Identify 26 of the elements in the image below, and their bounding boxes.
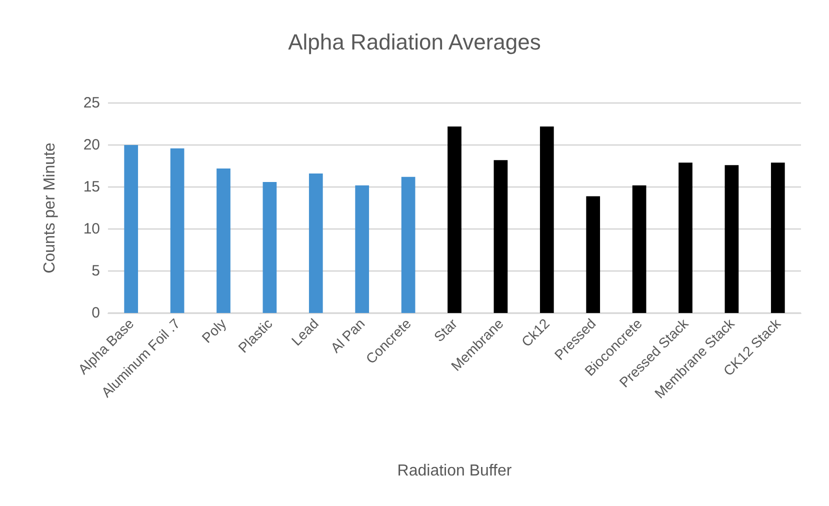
- y-tick-label: 20: [83, 136, 100, 154]
- bar: [216, 168, 230, 313]
- x-tick-label: Al Pan: [327, 315, 368, 356]
- bar: [678, 162, 692, 313]
- bar: [262, 182, 277, 313]
- chart-title: Alpha Radiation Averages: [288, 30, 541, 54]
- x-tick-label: Poly: [198, 315, 230, 346]
- bar: [724, 165, 739, 313]
- bar: [540, 126, 554, 313]
- bar: [308, 174, 323, 313]
- y-tick-label: 0: [92, 304, 100, 322]
- bar: [770, 162, 785, 313]
- y-tick-label: 5: [92, 262, 100, 280]
- y-tick-label: 15: [83, 178, 100, 196]
- y-tick-label: 25: [83, 94, 100, 112]
- bar: [448, 126, 462, 313]
- bar: [401, 176, 416, 313]
- x-axis-title: Radiation Buffer: [397, 462, 512, 480]
- bar: [632, 185, 646, 313]
- bar: [586, 196, 600, 313]
- bar: [170, 148, 184, 313]
- bar: [494, 160, 508, 313]
- bar: [355, 185, 370, 313]
- y-tick-label: 10: [83, 220, 100, 238]
- bar: [124, 145, 138, 313]
- y-axis-title: Counts per Minute: [42, 142, 58, 274]
